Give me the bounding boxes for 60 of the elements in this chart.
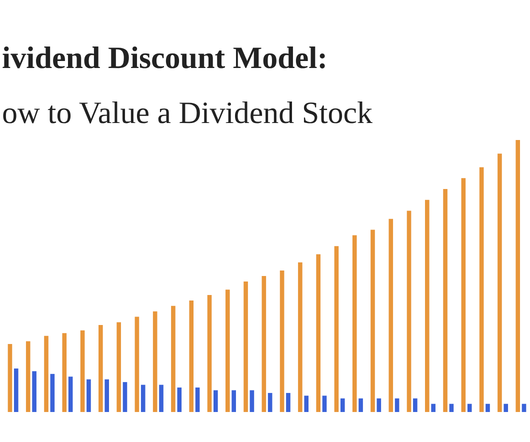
bar (516, 140, 520, 412)
bar (280, 270, 284, 412)
bar (340, 398, 345, 412)
bar (50, 374, 55, 412)
bar (504, 404, 508, 412)
bar (62, 333, 67, 412)
bar (134, 316, 140, 412)
bar (8, 344, 12, 412)
bar (486, 404, 490, 412)
bar (322, 396, 327, 412)
bar (334, 246, 339, 412)
bar (431, 404, 436, 412)
bar (352, 235, 357, 412)
bar (479, 167, 484, 412)
bar (498, 154, 502, 412)
bar (44, 336, 48, 412)
bar (14, 368, 18, 412)
bar (268, 392, 272, 412)
bar (298, 262, 302, 412)
bar (86, 379, 91, 412)
bar (232, 390, 236, 412)
bar (195, 388, 200, 412)
bar (225, 290, 230, 412)
bar (304, 396, 309, 412)
bar (104, 379, 109, 412)
chart-title: ividend Discount Model: (2, 40, 328, 76)
bar (443, 188, 448, 412)
bar (358, 398, 363, 412)
bar (68, 376, 73, 412)
bar (406, 210, 412, 412)
bar (316, 254, 320, 412)
bar (388, 218, 394, 412)
bar (250, 390, 254, 412)
bar (207, 295, 212, 412)
bar (376, 398, 382, 412)
bar (286, 392, 290, 412)
bar (32, 371, 36, 412)
bar (449, 404, 454, 412)
bar (262, 276, 266, 412)
bar (152, 311, 158, 412)
bar (80, 330, 85, 412)
bar (116, 322, 121, 412)
bar (461, 178, 466, 412)
bar (244, 281, 248, 412)
bar (98, 324, 103, 412)
bar (140, 384, 146, 412)
chart-subtitle: ow to Value a Dividend Stock (2, 95, 373, 131)
bar (171, 306, 176, 412)
bar (467, 404, 472, 412)
bar (189, 300, 194, 412)
bar (26, 341, 30, 412)
bar (177, 388, 182, 412)
bar (413, 398, 418, 412)
bar (214, 390, 218, 412)
bar (122, 382, 128, 412)
bar (522, 404, 526, 412)
bar (394, 398, 400, 412)
bar (159, 384, 164, 412)
bar (370, 230, 375, 412)
bar (425, 200, 430, 412)
